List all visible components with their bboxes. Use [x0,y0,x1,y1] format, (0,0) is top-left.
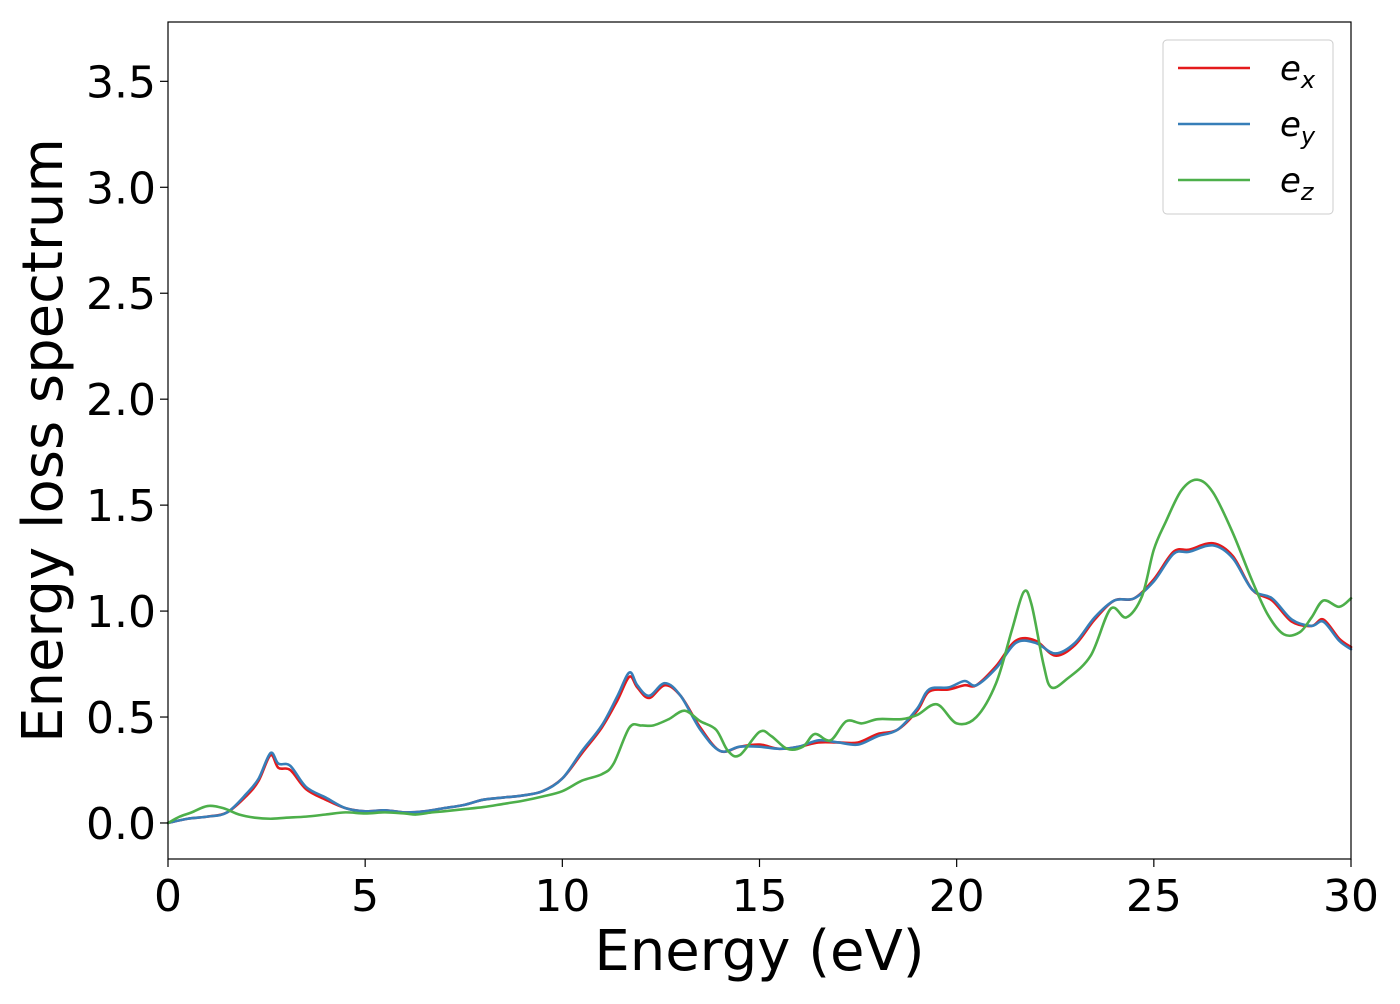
x-tick-label: 25 [1126,871,1182,922]
x-tick-label: 15 [732,871,788,922]
y-tick-label: 0.0 [86,799,156,850]
x-axis-label: Energy (eV) [594,919,924,984]
y-tick-label: 3.0 [86,163,156,214]
legend-label-x: ex [1280,49,1316,94]
x-tick-label: 0 [154,871,182,922]
x-tick-label: 20 [929,871,985,922]
y-axis-ticks: 0.0 0.5 1.0 1.5 2.0 2.5 3.0 3.5 [86,57,168,850]
y-tick-label: 0.5 [86,693,156,744]
x-tick-label: 5 [351,871,379,922]
legend-box [1162,39,1334,215]
series-layer [166,478,1353,825]
series-line-z [166,478,1353,825]
y-tick-label: 2.5 [86,269,156,320]
x-tick-label: 10 [534,871,590,922]
y-tick-label: 1.0 [86,587,156,638]
y-tick-label: 3.5 [86,57,156,108]
y-axis-label: Energy loss spectrum [11,138,76,743]
legend-label-y: ey [1280,105,1316,150]
x-axis-ticks: 0 5 10 15 20 25 30 [154,859,1379,922]
x-tick-label: 30 [1323,871,1379,922]
series-line-x [166,541,1353,825]
y-tick-label: 1.5 [86,481,156,532]
y-tick-label: 2.0 [86,375,156,426]
series-line-y [166,544,1353,825]
